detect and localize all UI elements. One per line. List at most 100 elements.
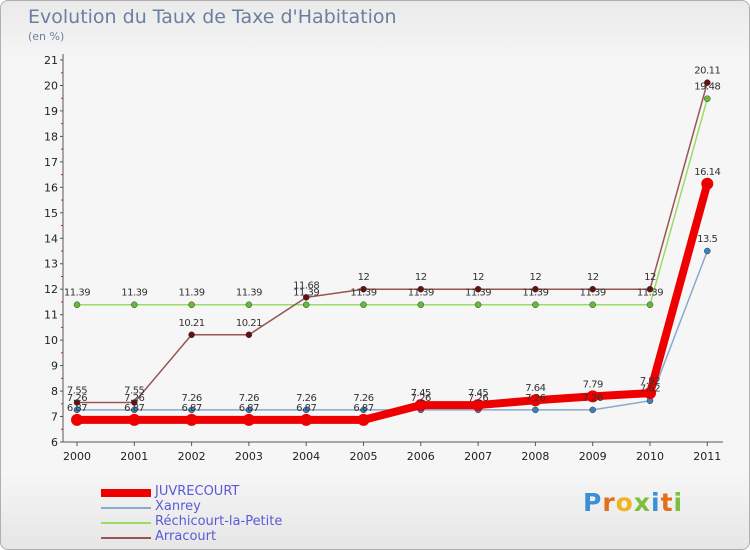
series-xanrey: [73, 247, 711, 414]
y-tick-label: 13: [44, 258, 58, 271]
data-label-arracourt: 11.68: [293, 280, 319, 291]
data-label-juvrecourt: 6.87: [353, 403, 373, 414]
chart-title: Evolution du Taux de Taxe d'Habitation: [28, 6, 397, 28]
data-point-arracourt: [73, 399, 81, 406]
data-label-r-chicourt-la-petite: 11.39: [580, 288, 606, 299]
chart-unit-label: (en %): [28, 30, 65, 43]
y-tick-label: 10: [44, 334, 58, 347]
data-point-juvrecourt: [472, 399, 485, 412]
data-point-juvrecourt: [529, 394, 542, 407]
data-label-r-chicourt-la-petite: 11.39: [293, 288, 319, 299]
data-label-juvrecourt: 6.87: [239, 403, 259, 414]
logo-letter: i: [673, 488, 684, 517]
data-label-r-chicourt-la-petite: 11.39: [179, 288, 205, 299]
x-tick-label: 2002: [178, 450, 206, 463]
y-tick-label: 12: [44, 283, 58, 296]
data-point-xanrey: [532, 406, 539, 414]
legend-label: Xanrey: [155, 499, 201, 514]
data-point-xanrey: [188, 406, 195, 414]
series-layer: [71, 79, 714, 426]
data-point-juvrecourt: [586, 390, 599, 403]
x-tick-label: 2004: [292, 450, 320, 463]
data-label-xanrey: 7.62: [640, 384, 660, 395]
data-label-r-chicourt-la-petite: 11.39: [236, 288, 262, 299]
data-point-arracourt: [302, 294, 310, 301]
data-label-r-chicourt-la-petite: 11.39: [522, 288, 548, 299]
data-label-arracourt: 7.55: [67, 386, 87, 397]
data-point-juvrecourt: [357, 413, 370, 426]
data-point-xanrey: [589, 406, 596, 414]
data-label-xanrey: 7.26: [468, 393, 488, 404]
data-point-xanrey: [245, 406, 253, 414]
data-label-juvrecourt: 6.87: [124, 403, 144, 414]
y-tick-label: 6: [51, 436, 58, 449]
data-label-r-chicourt-la-petite: 11.39: [350, 288, 376, 299]
series-r-chicourt-la-petite: [73, 95, 711, 308]
data-point-juvrecourt: [300, 413, 313, 426]
data-point-arracourt: [589, 285, 596, 293]
data-label-arracourt: 10.21: [236, 318, 262, 329]
data-point-r-chicourt-la-petite: [704, 95, 711, 102]
x-tick-label: 2001: [120, 450, 148, 463]
logo-letter: x: [633, 488, 651, 517]
series-line-xanrey: [77, 250, 709, 411]
data-label-juvrecourt: 7.45: [411, 388, 431, 399]
data-point-r-chicourt-la-petite: [646, 301, 654, 308]
y-tick-label: 11: [44, 309, 58, 322]
data-point-r-chicourt-la-petite: [131, 301, 138, 308]
data-label-r-chicourt-la-petite: 11.39: [64, 288, 90, 299]
series-line-juvrecourt: [77, 182, 712, 424]
legend-label: Arracourt: [155, 529, 217, 544]
data-point-xanrey: [704, 247, 711, 255]
data-label-xanrey: 7.26: [181, 393, 201, 404]
data-label-xanrey: 7.26: [67, 393, 87, 404]
logo-letter: i: [651, 488, 661, 517]
x-tick-label: 2005: [350, 450, 378, 463]
x-tick-label: 2000: [63, 450, 91, 463]
data-label-layer: 11.39 11.39 11.39 11.39 11.39 11.39 11.39 11.39…: [64, 66, 721, 414]
data-point-arracourt: [417, 285, 425, 293]
data-point-arracourt: [131, 399, 138, 406]
legend-swatch: [101, 489, 151, 497]
data-point-r-chicourt-la-petite: [474, 301, 482, 308]
y-tick-label: 7: [51, 411, 58, 424]
proxiti-logo: Proxiti: [583, 488, 683, 517]
data-label-juvrecourt: 7.92: [640, 376, 660, 387]
data-label-xanrey: 7.26: [239, 393, 259, 404]
y-tick-label: 21: [44, 54, 58, 67]
data-point-arracourt: [245, 331, 253, 339]
data-label-arracourt: 12: [530, 272, 542, 283]
data-label-xanrey: 7.26: [296, 393, 316, 404]
y-tick-label: 14: [44, 232, 58, 245]
y-tick-label: 19: [44, 105, 58, 118]
data-point-xanrey: [302, 406, 310, 414]
data-label-juvrecourt: 6.87: [181, 403, 201, 414]
data-label-r-chicourt-la-petite: 11.39: [121, 288, 147, 299]
logo-letter: t: [660, 488, 674, 517]
legend-swatch: [101, 537, 151, 539]
data-point-xanrey: [131, 406, 138, 414]
data-point-arracourt: [474, 285, 482, 293]
data-label-arracourt: 10.21: [179, 318, 205, 329]
data-point-xanrey: [73, 406, 81, 414]
data-point-arracourt: [704, 79, 711, 86]
data-point-juvrecourt: [128, 413, 141, 426]
series-line-r-chicourt-la-petite: [77, 98, 709, 306]
data-label-r-chicourt-la-petite: 11.39: [408, 288, 434, 299]
logo-letter: P: [583, 488, 603, 517]
data-point-xanrey: [360, 406, 367, 414]
data-label-arracourt: 20.11: [694, 66, 720, 77]
data-point-juvrecourt: [701, 177, 714, 190]
data-label-r-chicourt-la-petite: 19.48: [694, 82, 720, 93]
data-point-r-chicourt-la-petite: [417, 301, 425, 308]
data-point-r-chicourt-la-petite: [589, 301, 596, 308]
y-tick-label: 18: [44, 130, 58, 143]
y-tick-label: 8: [51, 385, 58, 398]
data-label-xanrey: 7.26: [525, 393, 545, 404]
data-label-juvrecourt: 7.64: [525, 383, 545, 394]
data-label-arracourt: 12: [415, 272, 427, 283]
logo-letter: r: [602, 488, 616, 517]
legend-label: Réchicourt-la-Petite: [155, 514, 283, 529]
y-tick-label: 16: [44, 181, 58, 194]
data-point-r-chicourt-la-petite: [188, 301, 195, 308]
